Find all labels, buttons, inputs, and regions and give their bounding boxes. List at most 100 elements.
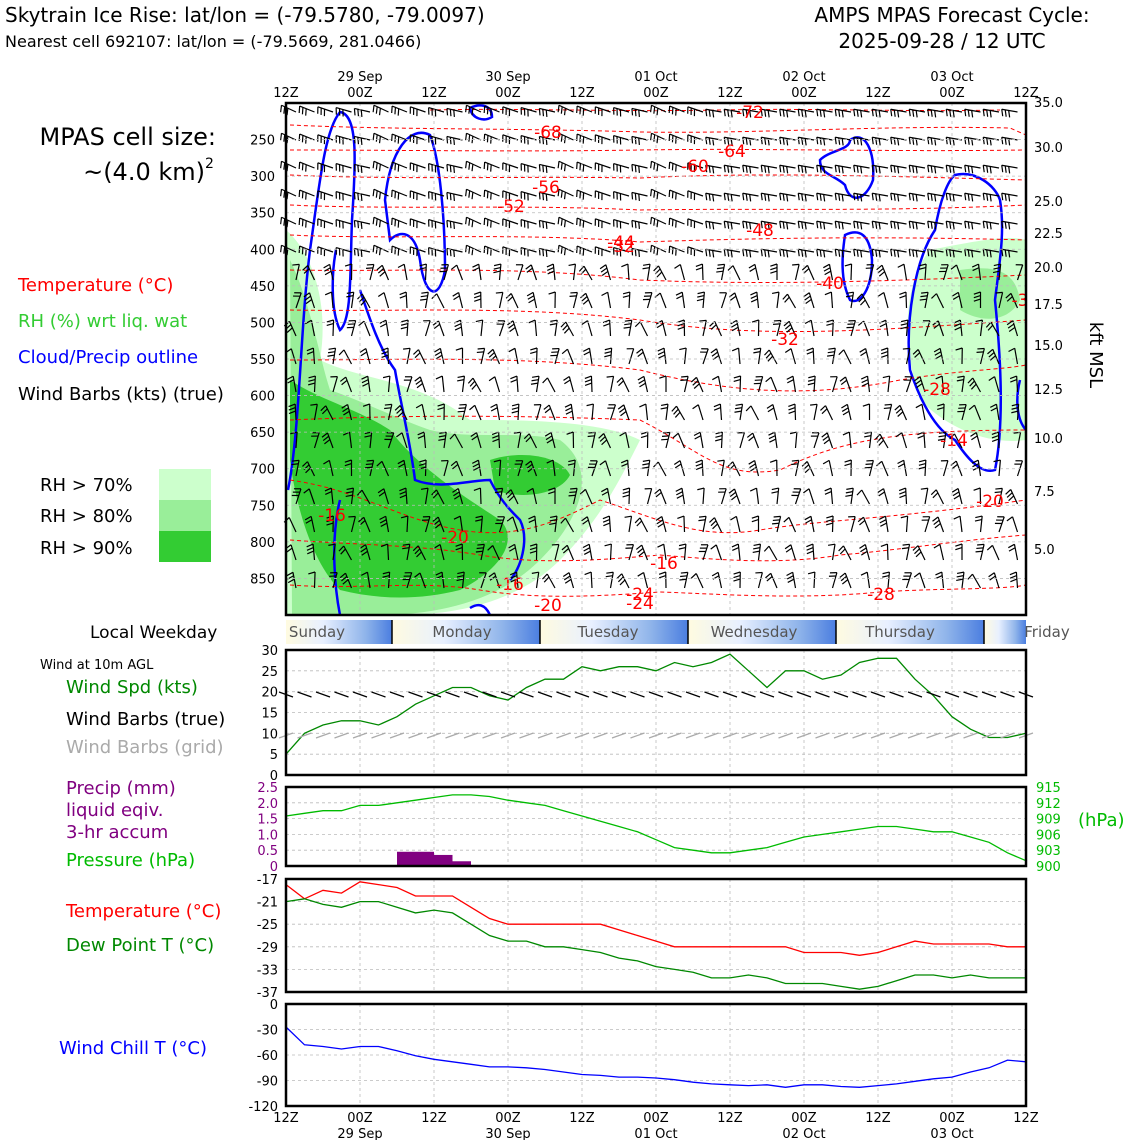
wind-barb bbox=[472, 263, 482, 281]
wind-barb bbox=[857, 320, 871, 337]
wind-barb-feather bbox=[603, 322, 611, 327]
top-hour-label: 00Z bbox=[643, 86, 669, 101]
wind-barb-shaft bbox=[977, 460, 982, 477]
wind-barb-feather bbox=[779, 249, 782, 257]
wind-barb-feather bbox=[876, 264, 883, 271]
true-wind-barb bbox=[1000, 691, 1015, 698]
wind-barb-shaft bbox=[335, 163, 352, 169]
wind-barb-feather bbox=[343, 410, 350, 416]
wind-barb-feather bbox=[362, 382, 370, 387]
wind-barb bbox=[358, 516, 371, 533]
wind-barb bbox=[862, 403, 871, 420]
wind-barb-feather bbox=[542, 165, 545, 173]
wind-barb bbox=[291, 459, 300, 477]
wind-barb-feather bbox=[452, 463, 459, 470]
legend-swatch-rh80 bbox=[159, 500, 211, 531]
wind-barb-feather bbox=[860, 194, 863, 202]
wind-barb-feather bbox=[304, 295, 311, 301]
wind-barb-shaft bbox=[768, 349, 778, 365]
wind-barb-feather bbox=[341, 379, 348, 386]
wind-barb bbox=[396, 432, 408, 449]
wind-barb-feather bbox=[468, 162, 471, 170]
wind-barb-shaft bbox=[446, 163, 463, 169]
wind-barb-shaft bbox=[651, 132, 667, 141]
wind-barb-shaft bbox=[606, 488, 612, 505]
wind-barb bbox=[890, 136, 907, 146]
wind-barb-shaft bbox=[687, 190, 704, 197]
temperature-contour-label: -60 bbox=[681, 157, 709, 177]
wind-barb-feather bbox=[473, 466, 480, 471]
wind-barb bbox=[816, 192, 833, 202]
wind-barb bbox=[712, 375, 723, 393]
wind-barb-feather bbox=[750, 295, 758, 299]
wind-barb bbox=[824, 291, 834, 309]
wind-barb bbox=[797, 220, 815, 230]
kft-tick-label: 12.5 bbox=[1034, 383, 1063, 398]
wind-barb-feather bbox=[384, 403, 392, 406]
wind-barb-feather bbox=[465, 161, 468, 169]
wind-barb-feather bbox=[618, 407, 626, 413]
wind-barb bbox=[384, 432, 395, 449]
grid-wind-barb bbox=[371, 732, 386, 739]
wind-barb-shaft bbox=[628, 348, 635, 365]
wind-barb-feather bbox=[742, 109, 745, 117]
wind-barb-feather bbox=[493, 270, 501, 274]
wind-barb-shaft bbox=[683, 572, 689, 589]
wind-barb-shaft bbox=[806, 265, 815, 281]
title-right-1: AMPS MPAS Forecast Cycle: bbox=[814, 3, 1089, 27]
wind-barb-feather bbox=[357, 249, 360, 257]
wind-barb bbox=[786, 571, 797, 589]
wind-barb-feather bbox=[511, 410, 519, 414]
wind-barb bbox=[846, 320, 856, 337]
wind-barb-shaft bbox=[868, 264, 875, 281]
wind-barb-feather bbox=[705, 221, 708, 229]
wind-barb-shaft bbox=[701, 459, 704, 477]
wind-barb-shaft bbox=[613, 107, 630, 113]
wind-barb-feather bbox=[359, 520, 366, 526]
wind-barb-feather bbox=[699, 319, 707, 322]
bottom-hour-label: 12Z bbox=[1013, 1111, 1039, 1126]
grid-wind-barb bbox=[611, 732, 627, 739]
wind-barb-shaft bbox=[441, 376, 445, 393]
wind-barb bbox=[362, 403, 371, 421]
wind-barb-shaft bbox=[683, 544, 687, 561]
wind-barb-feather bbox=[878, 110, 881, 118]
y-tick-label: -90 bbox=[257, 1075, 278, 1090]
wind-barb bbox=[987, 348, 1000, 365]
wind-barb-feather bbox=[380, 323, 387, 328]
wind-barb bbox=[816, 248, 833, 258]
wind-barb-feather bbox=[915, 250, 918, 258]
wind-barb bbox=[927, 220, 944, 230]
wind-barb-feather bbox=[433, 323, 441, 330]
wind-barb-feather bbox=[579, 488, 586, 495]
wind-barb-shaft bbox=[361, 293, 371, 309]
pressure-tick-label: 650 bbox=[250, 426, 275, 441]
wind-barb-feather bbox=[871, 137, 874, 145]
wind-barb-feather bbox=[856, 137, 859, 145]
grid-wind-barb bbox=[630, 732, 645, 739]
wind-barb-shaft bbox=[702, 516, 707, 533]
precip-label-1: Precip (mm) bbox=[66, 778, 176, 799]
wind-barb bbox=[329, 571, 338, 589]
wind-barb-shaft bbox=[739, 404, 744, 421]
wind-barb-feather bbox=[357, 109, 360, 117]
wind-barb-feather bbox=[860, 547, 867, 553]
wind-barb-feather bbox=[656, 248, 659, 256]
wind-barb-shaft bbox=[798, 164, 815, 169]
wind-barb-feather bbox=[569, 491, 577, 494]
wind-barb-shaft bbox=[657, 461, 667, 477]
wind-barb bbox=[675, 487, 686, 505]
wind-barb bbox=[660, 403, 669, 421]
wind-barb-shaft bbox=[835, 136, 852, 141]
wind-barb-feather bbox=[693, 431, 701, 437]
wind-barb-feather bbox=[305, 467, 311, 474]
wind-barb-shaft bbox=[308, 292, 316, 309]
wind-barb-feather bbox=[1011, 406, 1019, 410]
grid-wind-barb bbox=[926, 732, 941, 739]
wind-barb-feather bbox=[734, 410, 742, 413]
wind-spd-label: Wind Spd (kts) bbox=[66, 677, 198, 698]
wind-barb bbox=[937, 431, 947, 449]
wind-barb-feather bbox=[824, 270, 832, 276]
wind-barb-shaft bbox=[866, 572, 871, 589]
